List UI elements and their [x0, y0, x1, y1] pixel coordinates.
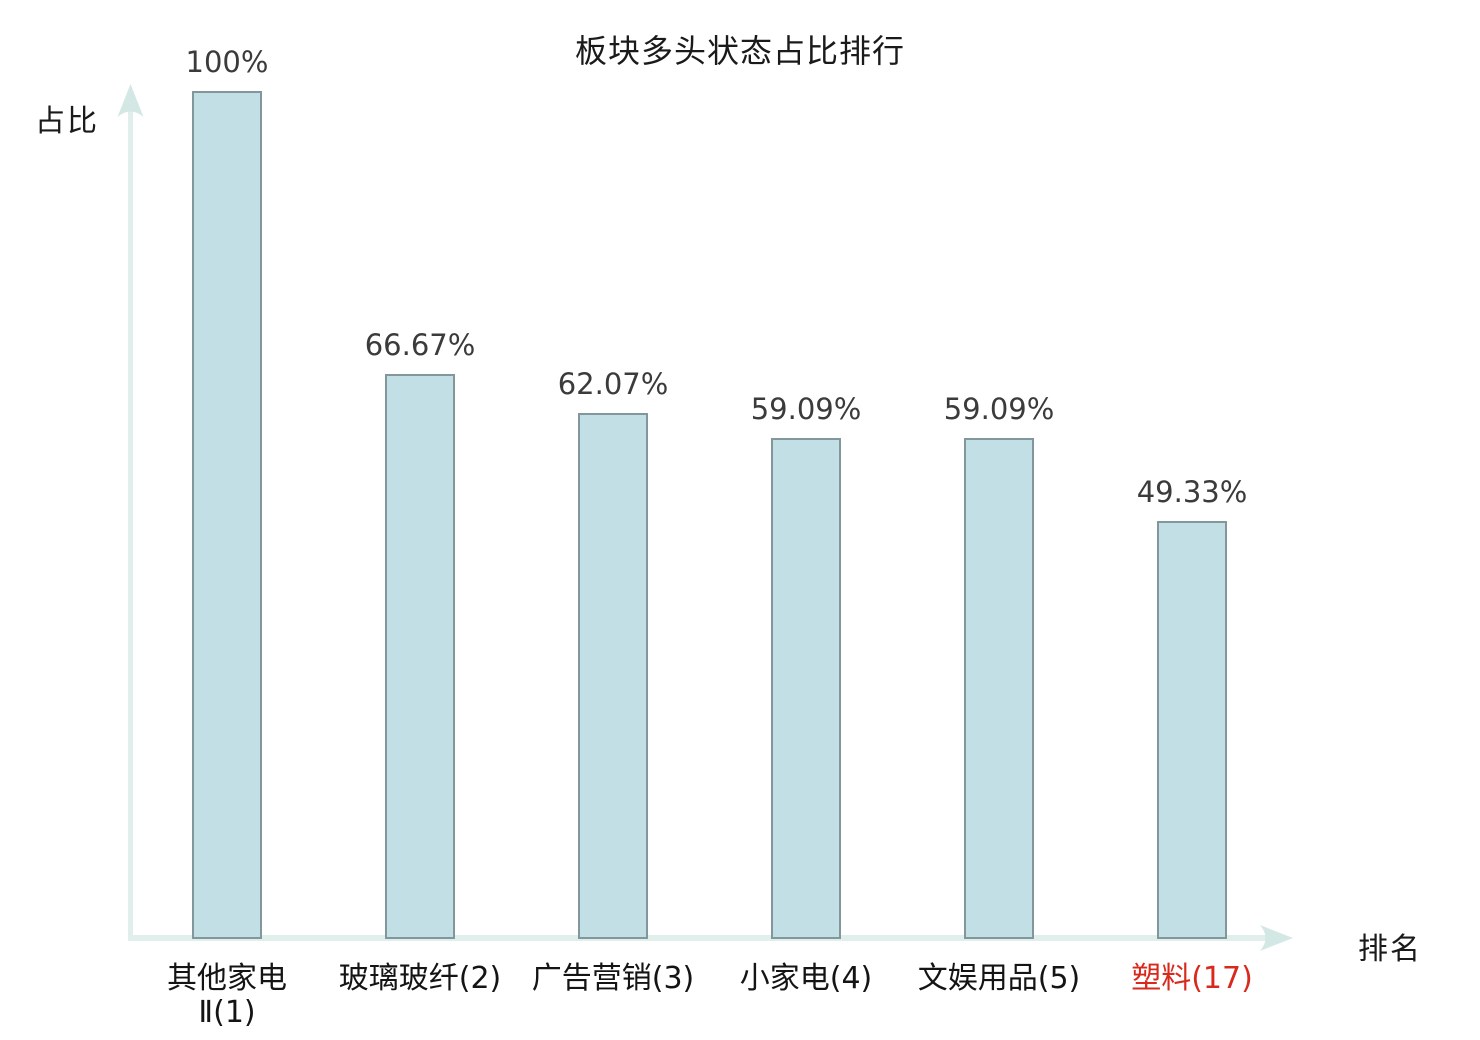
category-label: 文娱用品(5)	[859, 962, 1139, 996]
bar-value-label: 62.07%	[557, 367, 669, 401]
bar-4	[771, 438, 841, 939]
category-label: 小家电(4)	[666, 962, 946, 996]
y-axis-label: 占比	[35, 104, 99, 139]
category-label-line: 文娱用品(5)	[917, 961, 1081, 996]
bar-6	[1157, 521, 1227, 939]
category-label: 玻璃玻纤(2)	[280, 962, 560, 996]
bar-value-label: 59.09%	[750, 392, 862, 426]
bar-2	[385, 374, 455, 939]
chart-title: 板块多头状态占比排行	[574, 32, 905, 70]
category-label: 塑料(17)	[1052, 962, 1332, 996]
category-label-line: 广告营销(3)	[531, 961, 695, 996]
category-label-line: Ⅱ(1)	[198, 995, 256, 1030]
category-label-line: 小家电(4)	[739, 961, 873, 996]
bar-5	[964, 438, 1034, 939]
bar-value-label: 66.67%	[364, 328, 476, 362]
x-axis-arrow-icon	[1260, 925, 1293, 951]
category-label-line: 塑料(17)	[1131, 961, 1253, 996]
category-label-line: 其他家电	[167, 961, 287, 996]
bar-1	[192, 91, 262, 939]
bar-3	[578, 413, 648, 939]
bar-value-label: 100%	[185, 45, 269, 79]
bar-value-label: 49.33%	[1136, 475, 1248, 509]
bar-value-label: 59.09%	[943, 392, 1055, 426]
y-axis-arrow-icon	[117, 84, 144, 117]
category-label: 其他家电 Ⅱ(1)	[87, 962, 367, 1030]
x-axis-label: 排名	[1358, 932, 1422, 967]
category-label-line: 玻璃玻纤(2)	[338, 961, 502, 996]
category-label: 广告营销(3)	[473, 962, 753, 996]
